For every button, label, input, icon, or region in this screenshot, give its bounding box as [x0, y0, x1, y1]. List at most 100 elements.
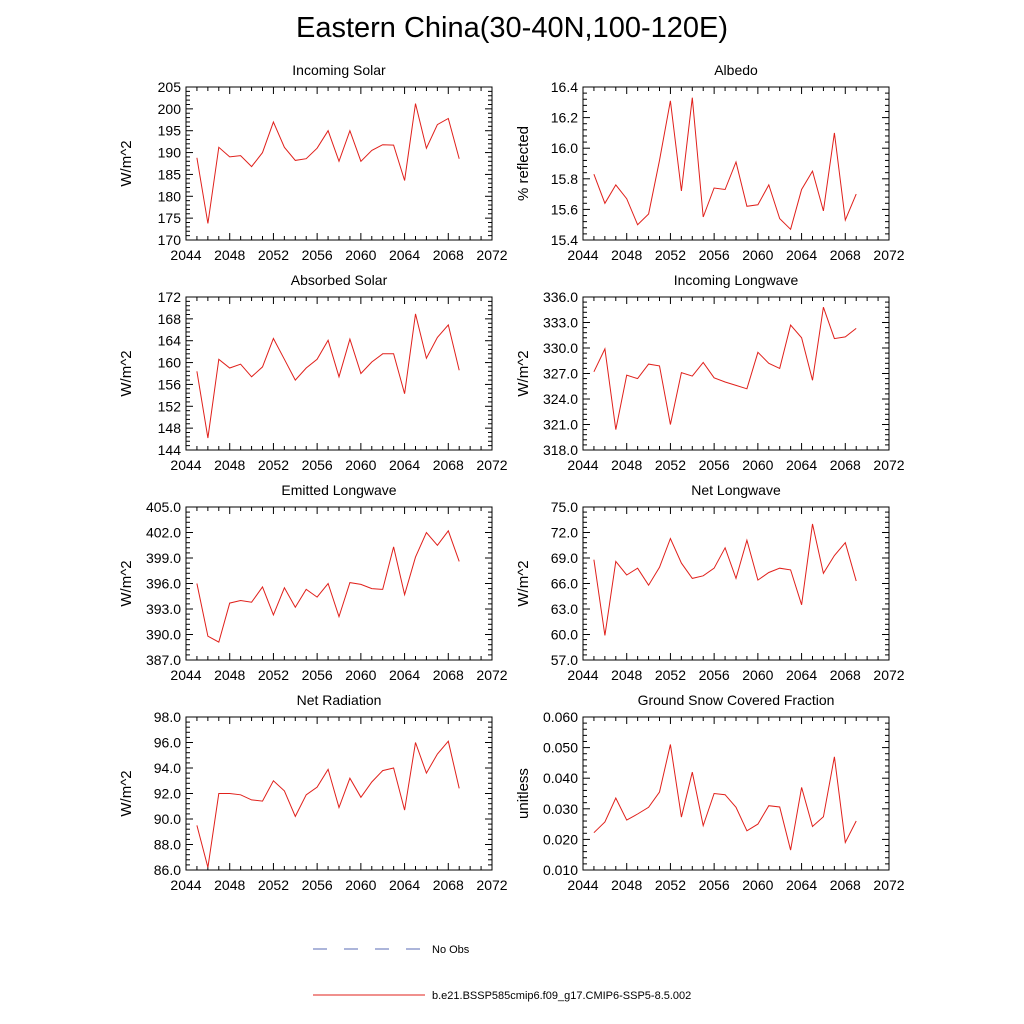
x-tick-label: 2044 [170, 247, 201, 263]
x-tick-label: 2072 [476, 667, 507, 683]
plot-frame [582, 86, 890, 241]
series-line [593, 307, 857, 430]
panel-title: Net Longwave [691, 482, 781, 498]
plot-frame [185, 506, 493, 661]
x-tick-label: 2052 [655, 877, 686, 893]
y-tick-label: 324.0 [543, 391, 578, 407]
plot-frame [582, 296, 890, 451]
y-tick-label: 86.0 [154, 862, 181, 878]
x-tick-label: 2064 [389, 667, 420, 683]
chart-panel: Incoming Solar 170 175 180 185 190 195 200 205 20… [118, 62, 508, 263]
x-tick-label: 2060 [742, 247, 773, 263]
x-tick-label: 2068 [830, 877, 861, 893]
x-tick-label: 2072 [476, 457, 507, 473]
y-tick-label: 402.0 [146, 525, 181, 541]
y-tick-label: 72.0 [551, 525, 578, 541]
x-tick-label: 2060 [742, 457, 773, 473]
x-tick-label: 2064 [786, 247, 817, 263]
legend: No Obs b.e21.BSSP585cmip6.f09_g17.CMIP6-S… [313, 944, 691, 1002]
x-tick-label: 2068 [433, 247, 464, 263]
y-axis-label: % reflected [515, 126, 532, 201]
x-tick-label: 2052 [655, 457, 686, 473]
y-tick-label: 94.0 [154, 760, 181, 776]
x-tick-label: 2064 [786, 457, 817, 473]
x-tick-label: 2056 [302, 457, 333, 473]
x-tick-label: 2048 [214, 247, 245, 263]
x-tick-label: 2060 [345, 247, 376, 263]
x-tick-label: 2048 [611, 877, 642, 893]
panel-title: Incoming Longwave [674, 272, 799, 288]
y-tick-label: 321.0 [543, 417, 578, 433]
y-tick-label: 205 [158, 79, 182, 95]
x-tick-label: 2052 [258, 457, 289, 473]
x-tick-label: 2048 [611, 667, 642, 683]
y-tick-label: 396.0 [146, 576, 181, 592]
x-tick-label: 2044 [170, 457, 201, 473]
y-tick-label: 88.0 [154, 837, 181, 853]
x-tick-label: 2056 [302, 247, 333, 263]
y-tick-label: 330.0 [543, 340, 578, 356]
plot-frame [185, 296, 493, 451]
x-tick-label: 2048 [214, 877, 245, 893]
chart-panel: Net Radiation 86.0 88.0 90.0 92.0 94.0 96.0 98.… [118, 692, 508, 893]
chart-panel: Net Longwave 57.0 60.0 63.0 66.0 69.0 72.0 75.0… [515, 482, 905, 683]
chart-panel: Ground Snow Covered Fraction 0.010 0.020 0.… [515, 692, 905, 893]
y-tick-label: 15.8 [551, 171, 578, 187]
chart-panel: Incoming Longwave 318.0 321.0 324.0 327.0 330… [515, 272, 905, 473]
x-tick-label: 2064 [389, 457, 420, 473]
y-tick-label: 399.0 [146, 550, 181, 566]
x-tick-label: 2072 [476, 877, 507, 893]
y-tick-label: 190 [158, 145, 182, 161]
y-tick-label: 0.030 [543, 801, 578, 817]
x-tick-label: 2072 [873, 877, 904, 893]
chart-panel: Albedo 15.4 15.6 15.8 16.0 16.2 16.4 2044 2048 20… [515, 62, 905, 263]
x-tick-label: 2048 [611, 457, 642, 473]
panel-title: Albedo [714, 62, 758, 78]
series-line [196, 103, 460, 224]
x-tick-label: 2064 [389, 877, 420, 893]
x-tick-label: 2068 [830, 247, 861, 263]
y-tick-label: 0.060 [543, 709, 578, 725]
y-tick-label: 152 [158, 398, 182, 414]
x-tick-label: 2056 [699, 667, 730, 683]
y-tick-label: 0.010 [543, 862, 578, 878]
x-tick-label: 2056 [699, 877, 730, 893]
plot-frame [185, 86, 493, 241]
x-tick-label: 2044 [567, 877, 598, 893]
x-tick-label: 2052 [258, 247, 289, 263]
plot-frame [582, 716, 890, 871]
panel-title: Ground Snow Covered Fraction [638, 692, 835, 708]
x-tick-label: 2044 [170, 877, 201, 893]
y-tick-label: 175 [158, 210, 182, 226]
x-tick-label: 2072 [476, 247, 507, 263]
x-tick-label: 2052 [258, 877, 289, 893]
y-tick-label: 185 [158, 166, 182, 182]
y-tick-label: 393.0 [146, 601, 181, 617]
x-tick-label: 2056 [699, 247, 730, 263]
x-tick-label: 2064 [389, 247, 420, 263]
x-tick-label: 2052 [655, 667, 686, 683]
x-tick-label: 2060 [345, 457, 376, 473]
x-tick-label: 2052 [655, 247, 686, 263]
y-tick-label: 15.6 [551, 201, 578, 217]
series-line [196, 313, 460, 439]
x-tick-label: 2044 [567, 247, 598, 263]
x-tick-label: 2048 [611, 247, 642, 263]
y-axis-label: W/m^2 [515, 350, 532, 396]
y-tick-label: 75.0 [551, 499, 578, 515]
panel-title: Absorbed Solar [291, 272, 388, 288]
x-tick-label: 2060 [742, 877, 773, 893]
y-tick-label: 336.0 [543, 289, 578, 305]
legend-model-label: b.e21.BSSP585cmip6.f09_g17.CMIP6-SSP5-8.… [432, 990, 691, 1002]
y-tick-label: 16.2 [551, 110, 578, 126]
x-tick-label: 2064 [786, 877, 817, 893]
y-tick-label: 390.0 [146, 627, 181, 643]
y-axis-label: W/m^2 [118, 140, 135, 186]
y-tick-label: 15.4 [551, 232, 578, 248]
x-tick-label: 2052 [258, 667, 289, 683]
page-title: Eastern China(30-40N,100-120E) [295, 12, 729, 44]
plot-frame [582, 506, 890, 661]
y-tick-label: 69.0 [551, 550, 578, 566]
y-axis-label: W/m^2 [118, 770, 135, 816]
y-tick-label: 148 [158, 420, 182, 436]
